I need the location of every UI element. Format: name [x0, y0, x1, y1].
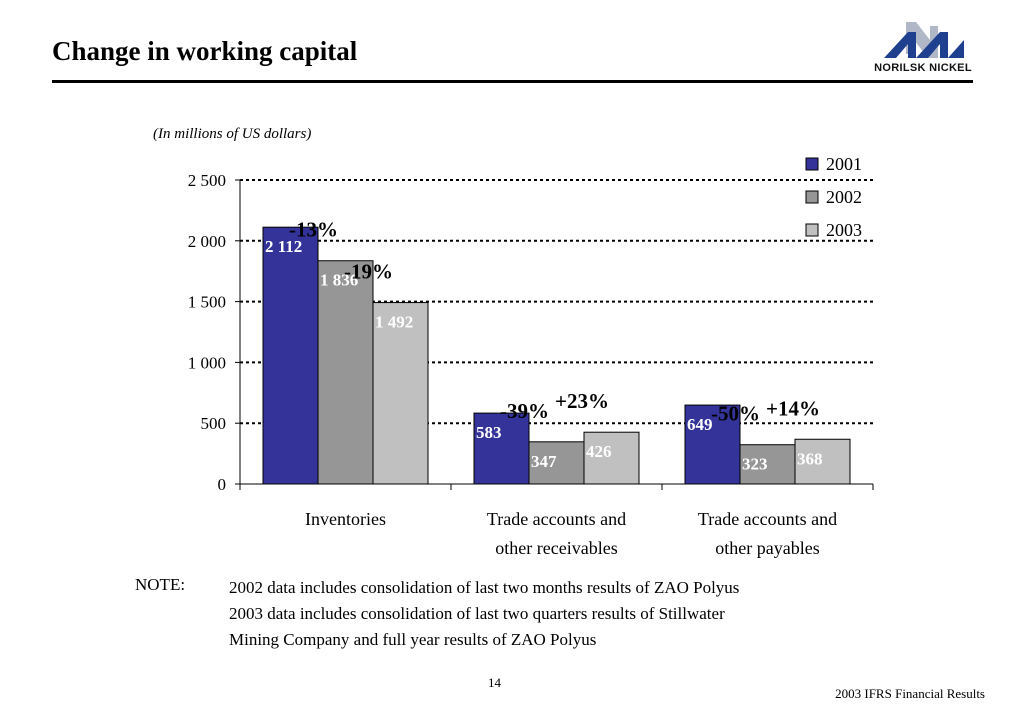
note-line: 2003 data includes consolidation of last…: [229, 604, 725, 623]
note-line: 2002 data includes consolidation of last…: [229, 578, 740, 597]
bar: [262, 226, 319, 485]
legend-label: 2001: [826, 154, 862, 174]
category-label: other receivables: [495, 538, 617, 558]
change-percent-label: +14%: [766, 396, 820, 420]
bar: [739, 444, 796, 485]
bar-value-label: 323: [742, 455, 768, 474]
bar-value-label: 649: [687, 415, 713, 434]
bar-value-label: 583: [476, 423, 502, 442]
legend-label: 2003: [826, 220, 862, 240]
bar-value-label: 1 492: [375, 313, 413, 332]
report-name: 2003 IFRS Financial Results: [835, 686, 985, 701]
note-line: Mining Company and full year results of …: [229, 630, 597, 649]
bar-value-label: 368: [797, 449, 823, 468]
bar-value-label: 347: [531, 452, 557, 471]
units-note: (In millions of US dollars): [153, 126, 312, 142]
change-percent-label: +23%: [555, 389, 609, 413]
legend-swatch: [805, 157, 819, 171]
category-label: Inventories: [305, 509, 386, 529]
bar: [528, 441, 585, 485]
title-divider: [52, 80, 973, 83]
bar: [583, 431, 640, 485]
change-percent-label: -19%: [344, 260, 393, 284]
legend-label: 2002: [826, 187, 862, 207]
category-label: Trade accounts and: [487, 509, 626, 529]
legend-swatch: [805, 190, 819, 204]
category-label: other payables: [715, 538, 819, 558]
logo-text: NORILSK NICKEL: [874, 62, 972, 74]
norilsk-nickel-logo-icon: [884, 22, 964, 58]
bar: [473, 412, 530, 485]
change-percent-label: -13%: [289, 218, 338, 242]
bar: [372, 302, 429, 485]
bar: [317, 260, 374, 485]
note-label: NOTE:: [135, 575, 186, 594]
change-percent-label: -50%: [711, 402, 760, 426]
bar-value-label: 2 112: [265, 237, 302, 256]
y-tick-label: 500: [201, 414, 227, 433]
bar: [794, 438, 851, 485]
y-tick-label: 1 000: [188, 353, 226, 372]
bar-value-label: 1 836: [320, 271, 358, 290]
change-percent-label: -39%: [500, 399, 549, 423]
page-number: 14: [488, 675, 501, 690]
legend-swatch: [805, 223, 819, 237]
page-title: Change in working capital: [52, 36, 358, 66]
bar-value-label: 426: [586, 442, 612, 461]
y-tick-label: 1 500: [188, 293, 226, 312]
category-label: Trade accounts and: [698, 509, 837, 529]
y-tick-label: 2 500: [188, 171, 226, 190]
y-tick-label: 0: [218, 475, 227, 494]
y-tick-label: 2 000: [188, 232, 226, 251]
note-text: 2002 data includes consolidation of last…: [229, 575, 889, 653]
bar: [684, 404, 741, 485]
